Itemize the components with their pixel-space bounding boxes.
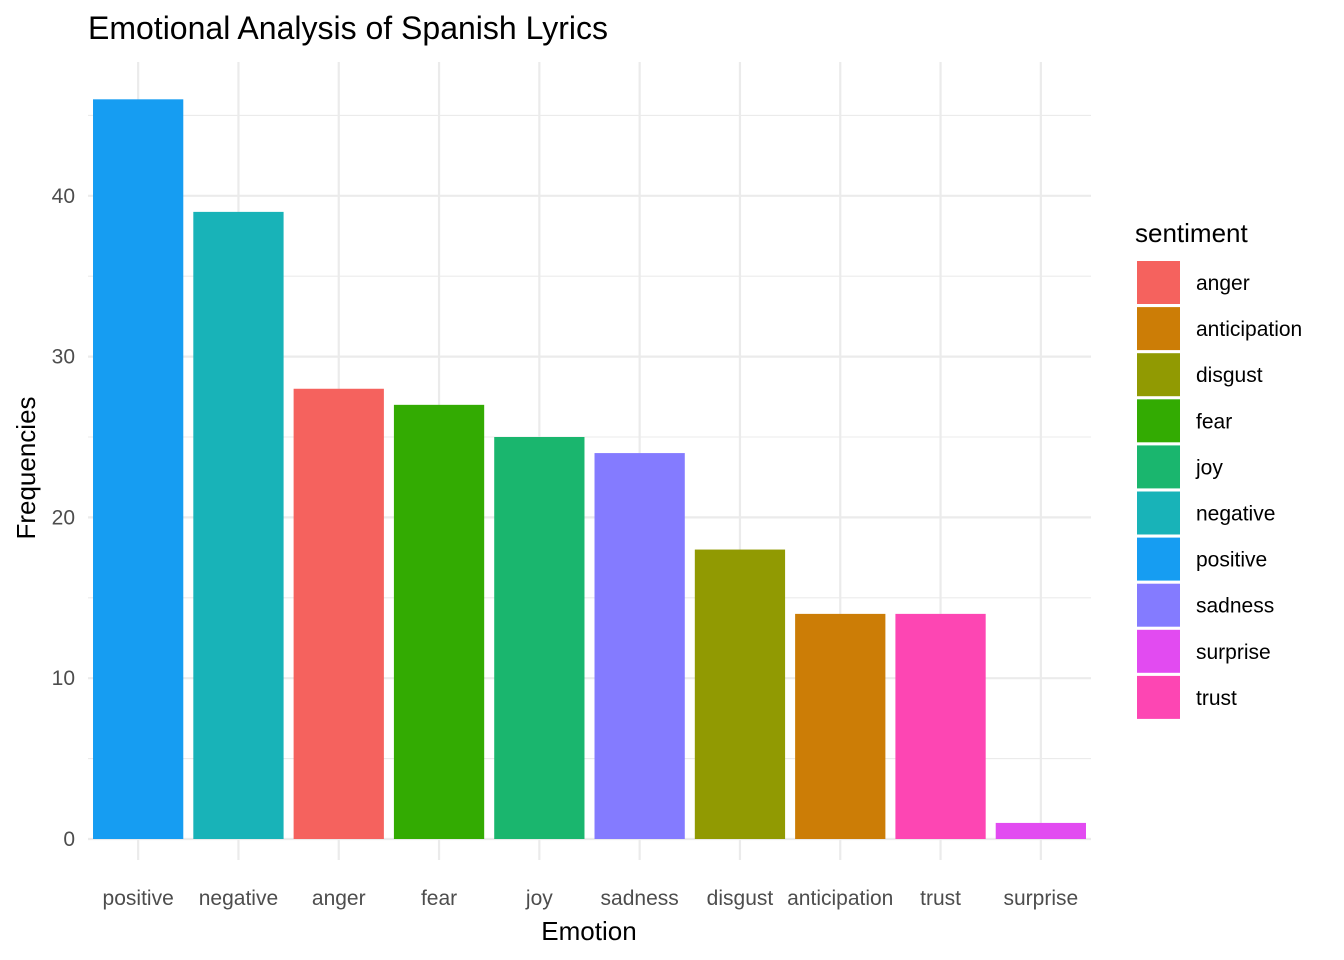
x-tick-label: sadness [601, 887, 679, 910]
y-tick-label: 10 [52, 667, 75, 690]
y-tick-label: 30 [52, 346, 75, 369]
legend-key-anger [1137, 261, 1180, 304]
x-tick-label: trust [920, 887, 961, 910]
bar-anger [293, 388, 384, 839]
x-tick-label: positive [103, 887, 174, 910]
x-tick-label: surprise [1003, 887, 1078, 910]
legend-key-trust [1137, 675, 1180, 719]
x-axis-ticks: positive negative anger fear joy sadness disgu… [103, 887, 1079, 910]
legend-label: disgust [1196, 364, 1263, 387]
legend-key-surprise [1137, 629, 1180, 673]
x-tick-label: fear [421, 887, 457, 910]
bar-anticipation [795, 613, 886, 839]
y-tick-label: 20 [52, 506, 75, 529]
legend-label: fear [1196, 410, 1232, 433]
bar-fear [393, 404, 485, 839]
y-axis-title: Frequencies [11, 396, 41, 539]
legend: sentiment anger anticipation disgust fear jo… [1135, 218, 1302, 719]
legend-key-anticipation [1137, 307, 1180, 351]
legend-key-negative [1137, 491, 1180, 535]
bar-disgust [694, 549, 786, 839]
x-axis-title: Emotion [541, 916, 636, 946]
bar-negative [193, 211, 284, 839]
x-tick-label: disgust [707, 887, 774, 910]
legend-label: joy [1195, 456, 1223, 479]
legend-title: sentiment [1135, 218, 1248, 248]
legend-label: anticipation [1196, 318, 1302, 341]
x-tick-label: anger [312, 887, 366, 910]
legend-label: sadness [1196, 595, 1274, 618]
legend-items: anger anticipation disgust fear joy negative p… [1137, 261, 1302, 719]
bar-positive [93, 99, 184, 839]
bar-trust [895, 613, 986, 839]
y-tick-label: 0 [63, 828, 75, 851]
legend-label: positive [1196, 549, 1267, 572]
x-tick-label: negative [199, 887, 278, 910]
legend-key-fear [1137, 399, 1180, 443]
legend-key-sadness [1137, 583, 1180, 627]
bar-surprise [995, 822, 1086, 839]
bar-joy [494, 437, 585, 839]
legend-label: anger [1196, 272, 1250, 295]
bars [93, 99, 1086, 839]
y-tick-label: 40 [52, 185, 75, 208]
x-tick-label: joy [525, 887, 553, 910]
bar-sadness [594, 453, 685, 839]
x-tick-label: anticipation [787, 887, 893, 910]
legend-label: surprise [1196, 641, 1271, 664]
y-axis-ticks: 0 10 20 30 40 [52, 185, 75, 851]
legend-label: trust [1196, 687, 1237, 710]
legend-label: negative [1196, 503, 1275, 526]
legend-key-disgust [1137, 353, 1180, 397]
legend-key-joy [1137, 445, 1180, 489]
legend-key-positive [1137, 537, 1180, 581]
chart-title: Emotional Analysis of Spanish Lyrics [88, 10, 608, 46]
